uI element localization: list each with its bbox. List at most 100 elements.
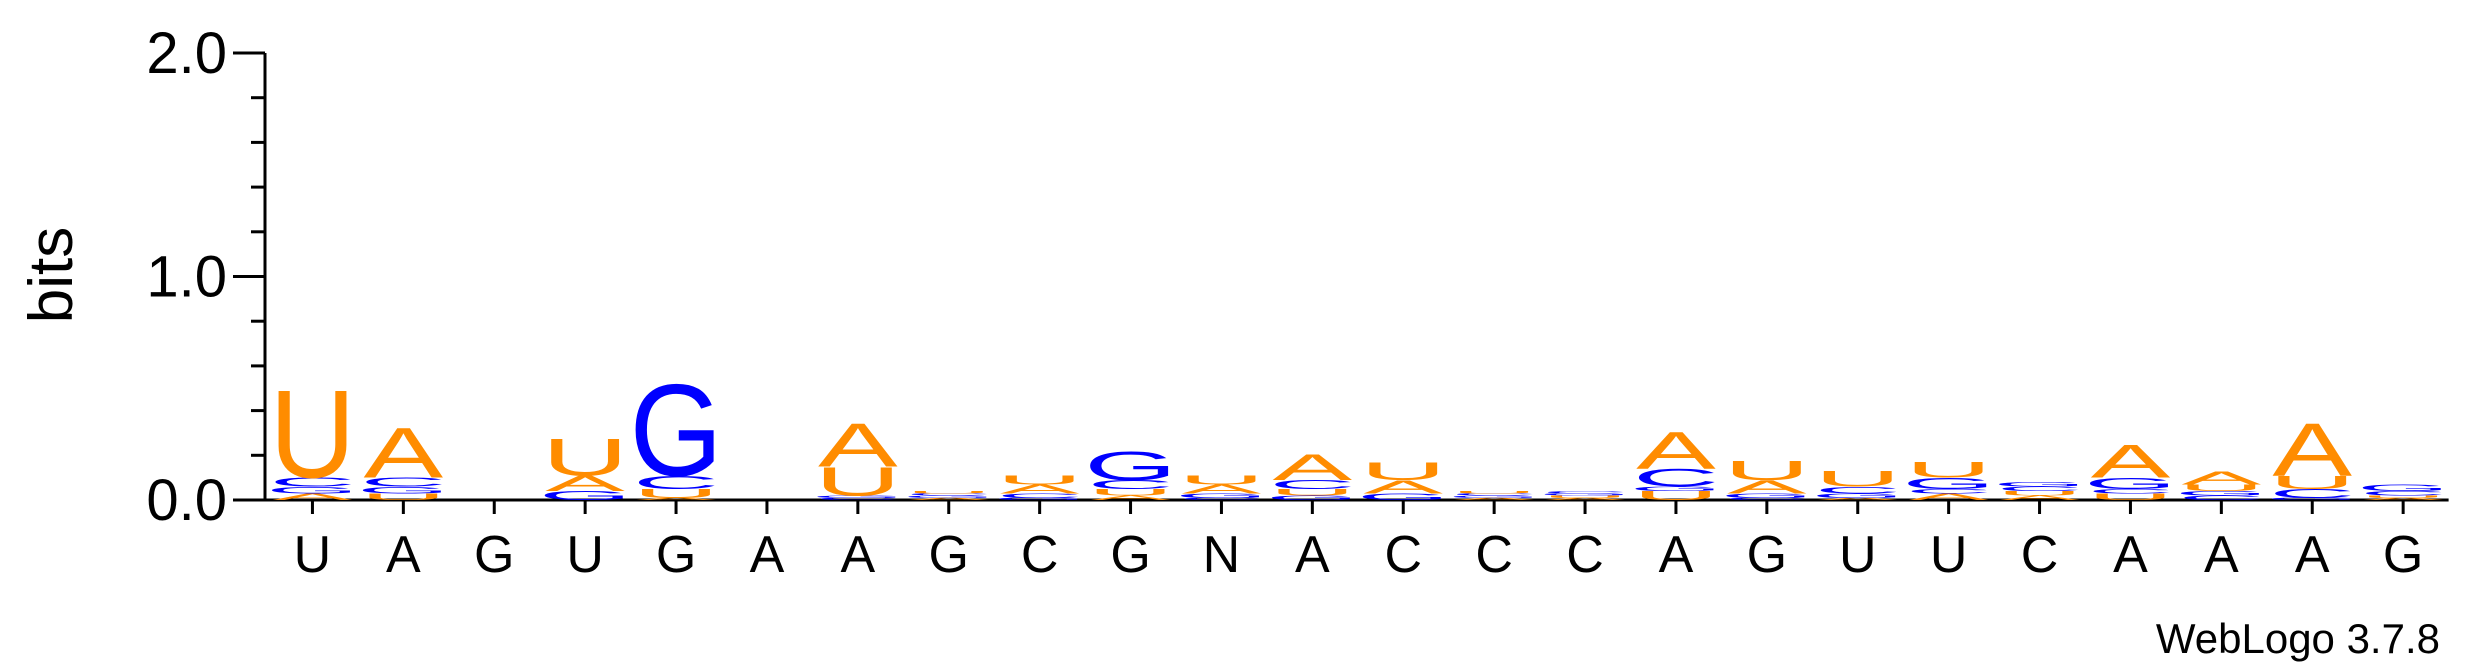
logo-letter-G: G: [1084, 443, 1177, 488]
svg-text:C: C: [269, 475, 355, 489]
logo-letter-A: A: [2091, 436, 2171, 488]
logo-letter-C: C: [2360, 490, 2446, 497]
svg-text:G: G: [1357, 491, 1450, 502]
logo-letter-C: C: [269, 475, 355, 489]
logo-letter-G: G: [1266, 494, 1359, 501]
svg-text:G: G: [539, 489, 632, 503]
x-tick-label: C: [1021, 526, 1059, 584]
svg-text:A: A: [273, 491, 353, 502]
logo-letter-C: C: [1906, 488, 1992, 495]
svg-text:G: G: [1629, 485, 1722, 492]
logo-letter-G: G: [2266, 497, 2359, 500]
logo-letter-G: G: [1448, 495, 1541, 498]
svg-text:C: C: [1815, 485, 1901, 496]
logo-letter-U: U: [360, 491, 446, 502]
logo-letter-C: C: [906, 493, 992, 496]
logo-letter-A: A: [1363, 477, 1443, 498]
svg-text:U: U: [542, 427, 628, 487]
logo-letter-A: A: [1727, 477, 1807, 498]
x-tick-label: G: [2383, 526, 2423, 584]
svg-text:U: U: [1087, 487, 1173, 498]
svg-text:G: G: [1175, 492, 1268, 499]
logo-letter-G: G: [539, 489, 632, 503]
svg-text:G: G: [357, 485, 450, 496]
y-tick-label: 0.0: [146, 468, 227, 533]
weblogo-credit: WebLogo 3.7.8: [2156, 615, 2440, 662]
svg-text:A: A: [1000, 482, 1080, 496]
logo-letter-A: A: [1545, 497, 1626, 500]
x-tick-label: A: [386, 526, 421, 584]
svg-text:C: C: [1542, 490, 1628, 493]
svg-text:U: U: [1633, 489, 1719, 503]
logo-letter-A: A: [909, 497, 990, 500]
svg-text:U: U: [1815, 467, 1901, 491]
y-tick-label: 1.0: [146, 245, 227, 310]
x-tick-label: G: [474, 526, 514, 584]
svg-text:U: U: [1542, 495, 1628, 498]
svg-text:C: C: [997, 492, 1083, 499]
svg-text:A: A: [1818, 497, 1899, 500]
logo-letter-G: G: [2084, 475, 2177, 492]
logo-letter-U: U: [1724, 455, 1810, 486]
x-tick-label: C: [1475, 526, 1513, 584]
x-tick-label: G: [929, 526, 969, 584]
svg-text:C: C: [360, 475, 446, 489]
x-tick-label: A: [750, 526, 785, 584]
logo-letter-G: G: [2357, 483, 2450, 494]
logo-letter-G: G: [1357, 491, 1450, 502]
svg-text:U: U: [2087, 491, 2173, 502]
svg-text:C: C: [1996, 485, 2082, 492]
svg-text:U: U: [1360, 458, 1446, 486]
svg-text:U: U: [997, 473, 1083, 487]
svg-text:G: G: [811, 495, 904, 498]
logo-letter-A: A: [545, 471, 626, 495]
logo-letter-C: C: [1087, 478, 1173, 492]
logo-letter-U: U: [815, 459, 901, 504]
svg-text:C: C: [2360, 490, 2446, 497]
svg-text:U: U: [1178, 473, 1264, 487]
logo-letter-G: G: [630, 356, 723, 503]
svg-text:G: G: [630, 356, 723, 503]
logo-letter-G: G: [1811, 492, 1904, 499]
svg-text:A: A: [545, 471, 626, 495]
logo-letter-U: U: [1269, 487, 1355, 498]
svg-text:G: G: [1993, 481, 2086, 488]
logo-letter-A: A: [2272, 409, 2352, 492]
svg-text:G: G: [2084, 475, 2177, 492]
svg-text:A: A: [2363, 497, 2444, 500]
svg-text:C: C: [815, 497, 901, 500]
x-tick-label: A: [2113, 526, 2148, 584]
logo-letter-A: A: [818, 411, 898, 480]
svg-text:G: G: [2357, 483, 2450, 494]
logo-letter-G: G: [1993, 481, 2086, 488]
logo-letter-A: A: [1636, 420, 1716, 480]
logo-letter-U: U: [1360, 458, 1446, 486]
svg-text:C: C: [2087, 488, 2173, 495]
x-tick-label: A: [2295, 526, 2330, 584]
svg-text:U: U: [815, 459, 901, 504]
svg-text:A: A: [1363, 477, 1443, 498]
logo-letter-C: C: [2178, 494, 2264, 501]
svg-text:G: G: [1811, 492, 1904, 499]
logo-letter-C: C: [815, 497, 901, 500]
logo-letter-A: A: [1454, 497, 1535, 500]
x-tick-label: G: [1747, 526, 1787, 584]
svg-text:A: A: [1182, 482, 1262, 496]
logo-letter-U: U: [2360, 495, 2446, 498]
logo-letter-U: U: [1996, 490, 2082, 497]
logo-letter-U: U: [2087, 491, 2173, 502]
logo-letter-U: U: [1178, 473, 1264, 487]
svg-text:C: C: [1724, 497, 1810, 500]
x-tick-label: A: [841, 526, 876, 584]
svg-text:U: U: [1724, 455, 1810, 486]
svg-text:A: A: [2182, 468, 2262, 489]
logo-letter-C: C: [633, 472, 719, 493]
x-tick-label: C: [2021, 526, 2059, 584]
svg-text:U: U: [2360, 495, 2446, 498]
svg-text:U: U: [633, 486, 719, 500]
y-tick-label: 2.0: [146, 21, 227, 86]
logo-letter-G: G: [266, 485, 359, 496]
logo-letter-C: C: [1633, 464, 1719, 492]
